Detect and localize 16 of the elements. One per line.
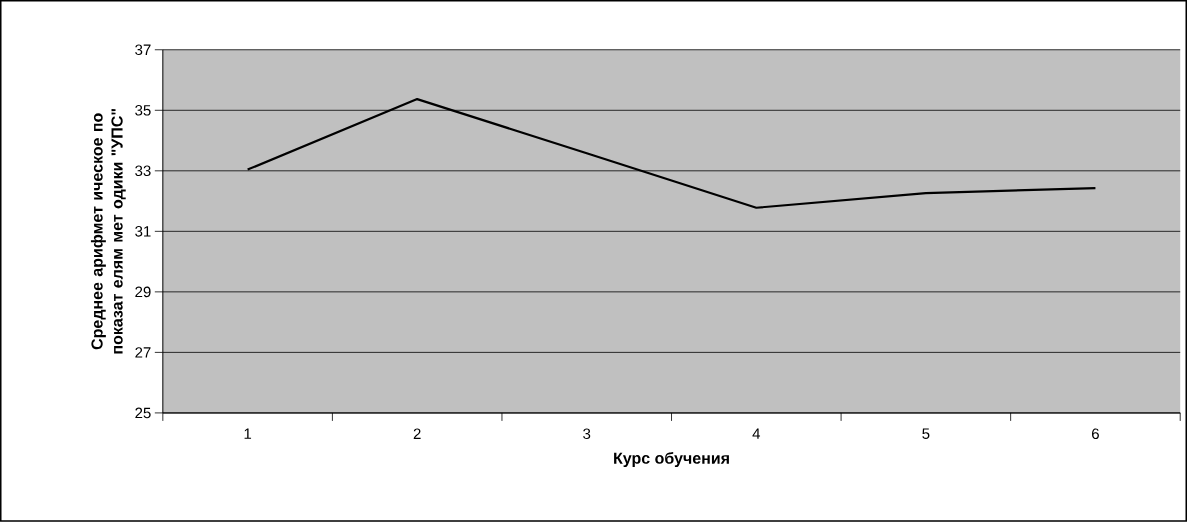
- x-tick-label: 3: [583, 428, 591, 440]
- x-tick-label: 6: [1092, 428, 1099, 440]
- x-tick-label: 2: [413, 428, 421, 440]
- x-tick-label: 4: [752, 428, 761, 439]
- y-tick-label: 33: [135, 165, 151, 177]
- x-axis-title: Курс обучения: [614, 452, 729, 468]
- y-tick-label: 37: [135, 44, 151, 56]
- line-series: [246, 98, 1097, 209]
- y-tick-label: 25: [135, 407, 151, 419]
- y-tick-label: 27: [135, 347, 151, 358]
- y-tick-label: 29: [135, 286, 151, 298]
- y-axis-title: Среднее арифмет ическое по показат елям мет одики "УПС": [90, 109, 126, 354]
- y-tick-label: 35: [135, 105, 151, 116]
- x-tick-label: 1: [244, 428, 252, 439]
- x-tick-label: 5: [922, 428, 930, 440]
- y-tick-label: 31: [135, 226, 151, 237]
